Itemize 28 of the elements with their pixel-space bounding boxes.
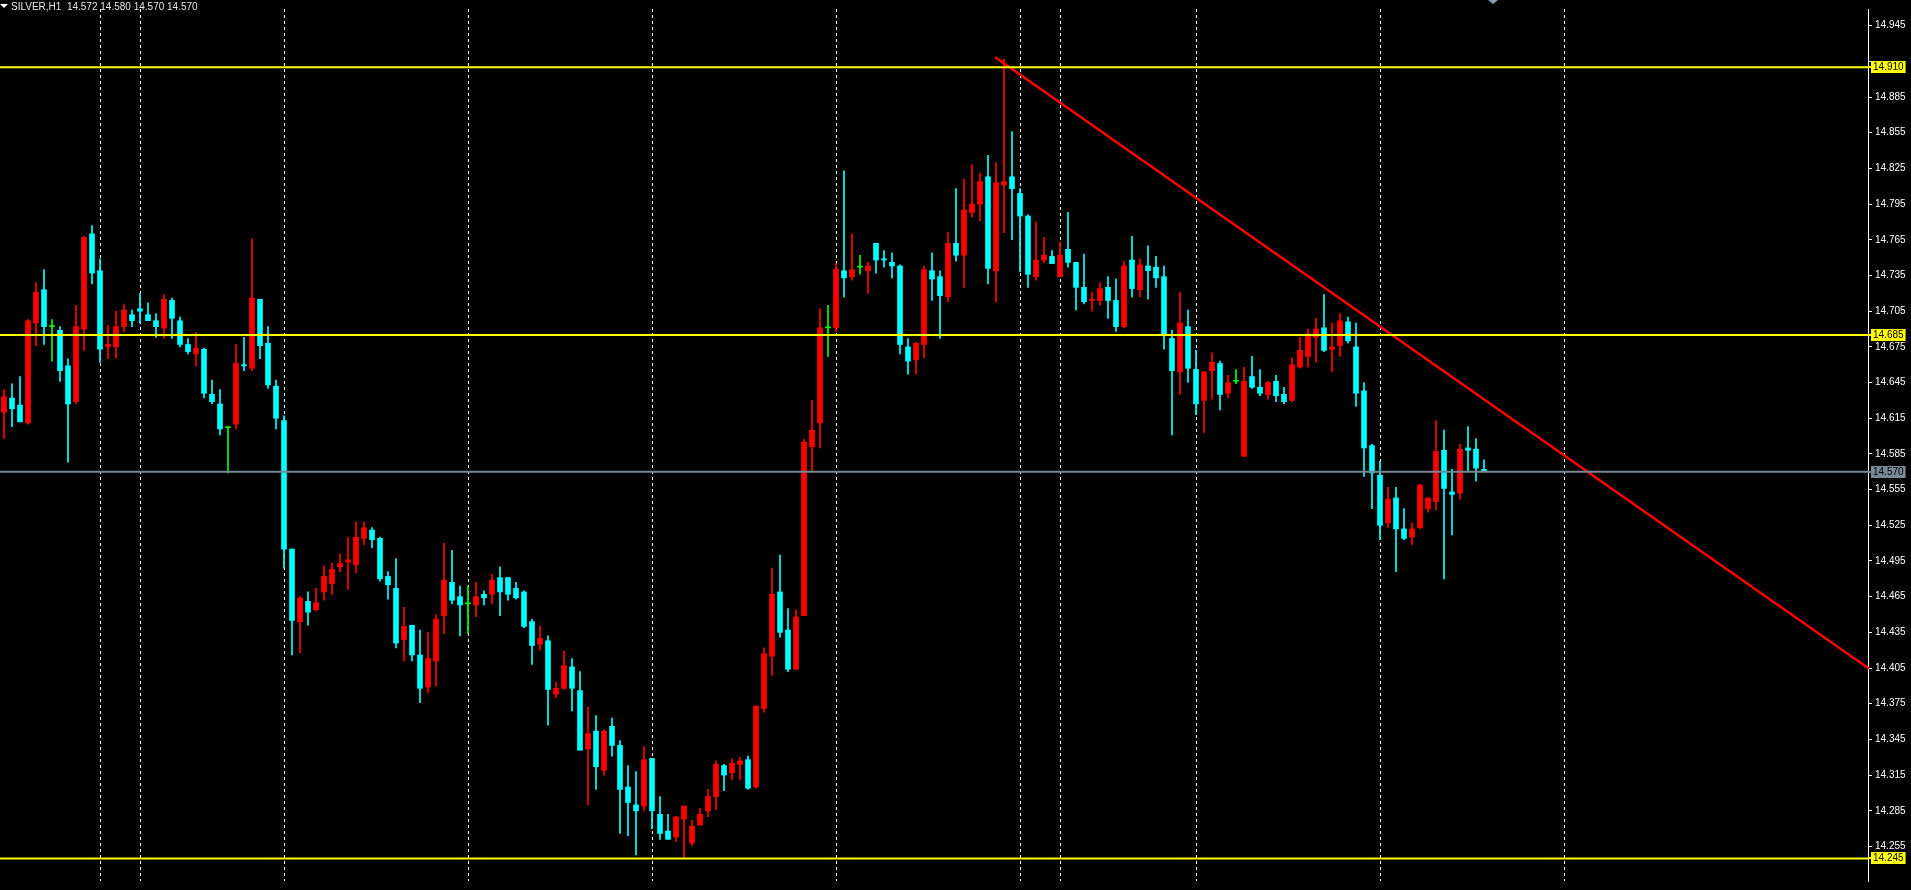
y-tick-label: 14.945 <box>1875 19 1907 31</box>
y-tick-label: 14.765 <box>1875 233 1907 245</box>
y-tick-label: 14.825 <box>1875 162 1907 174</box>
ref-line-label: 14.570 <box>1873 466 1905 478</box>
y-tick-label: 14.885 <box>1875 90 1907 102</box>
y-tick-label: 14.735 <box>1875 269 1907 281</box>
y-tick-label: 14.435 <box>1875 626 1907 638</box>
ref-line-label: 14.245 <box>1873 852 1905 864</box>
y-tick-label: 14.855 <box>1875 126 1907 138</box>
ref-line-label: 14.910 <box>1873 61 1905 73</box>
y-tick-label: 14.645 <box>1875 376 1907 388</box>
y-tick-label: 14.615 <box>1875 411 1907 423</box>
y-tick-label: 14.585 <box>1875 447 1907 459</box>
y-tick-label: 14.255 <box>1875 840 1907 852</box>
y-tick-label: 14.795 <box>1875 197 1907 209</box>
y-tick-label: 14.525 <box>1875 519 1907 531</box>
y-tick-label: 14.705 <box>1875 304 1907 316</box>
y-tick-label: 14.375 <box>1875 697 1907 709</box>
y-tick-label: 14.675 <box>1875 340 1907 352</box>
y-tick-label: 14.555 <box>1875 483 1907 495</box>
ref-line-label: 14.685 <box>1873 329 1905 341</box>
y-tick-label: 14.405 <box>1875 661 1907 673</box>
y-tick-label: 14.465 <box>1875 590 1907 602</box>
y-tick-label: 14.285 <box>1875 804 1907 816</box>
chart-title: SILVER,H1 14.572 14.580 14.570 14.570 <box>11 0 199 12</box>
y-tick-label: 14.315 <box>1875 768 1907 780</box>
y-tick-label: 14.345 <box>1875 733 1907 745</box>
y-tick-label: 14.495 <box>1875 554 1907 566</box>
